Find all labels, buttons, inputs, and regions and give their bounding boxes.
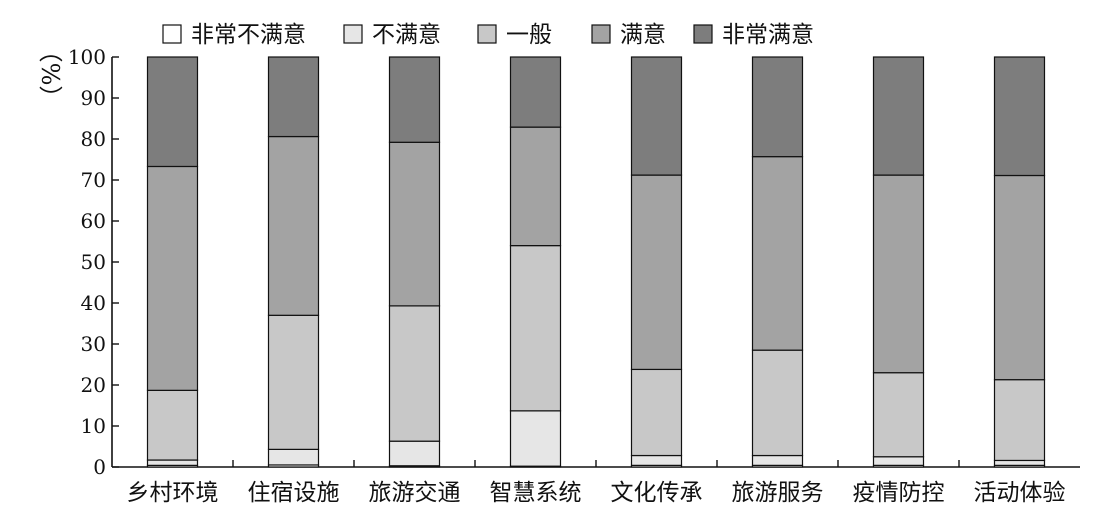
legend-label: 非常满意 <box>722 22 814 48</box>
legend-swatch <box>343 24 363 44</box>
x-axis-labels: 乡村环境 住宿设施 旅游交通 智慧系统 文化传承 旅游服务 疫情防控 活动体验 <box>127 480 1066 506</box>
bar-segment <box>509 126 562 247</box>
x-tick-label: 智慧系统 <box>490 480 582 506</box>
legend-label: 一般 <box>506 22 552 48</box>
bar-segment <box>751 454 804 466</box>
x-tick-label: 旅游交通 <box>369 480 461 506</box>
bar-segment <box>872 174 925 374</box>
legend-item: 满意 <box>591 22 666 48</box>
x-tick-label: 活动体验 <box>974 480 1066 506</box>
bar-segment <box>630 56 683 176</box>
bar-stack <box>146 56 199 468</box>
bar-segment <box>630 454 683 466</box>
bar-stack <box>751 56 804 468</box>
bar-segment <box>146 56 199 168</box>
legend-label: 非常不满意 <box>191 22 306 48</box>
bar-segment <box>388 141 441 307</box>
bar-segment <box>146 389 199 461</box>
y-tick-label: 50 <box>81 250 106 274</box>
bar-segment <box>267 314 320 450</box>
bar-stack <box>388 56 441 468</box>
y-tick-label: 10 <box>81 414 106 438</box>
x-tick-label: 乡村环境 <box>127 480 219 506</box>
bar-segment <box>751 156 804 351</box>
legend-item: 非常不满意 <box>162 22 306 48</box>
y-axis-label: （%） <box>36 39 64 110</box>
x-tick-label: 旅游服务 <box>732 480 824 506</box>
bar-segment <box>872 372 925 458</box>
bar-segment <box>993 379 1046 462</box>
y-tick-label: 20 <box>81 373 106 397</box>
y-tick-label: 90 <box>81 86 106 110</box>
bar-segment <box>267 56 320 138</box>
bar-segment <box>388 305 441 442</box>
legend-swatch <box>693 24 713 44</box>
bar-segment <box>872 456 925 466</box>
bars <box>146 56 1046 468</box>
legend-item: 不满意 <box>343 22 441 48</box>
axes: 0 10 20 30 40 50 60 70 80 90 100 <box>68 45 1080 479</box>
bar-segment <box>993 174 1046 381</box>
y-tick-label: 40 <box>81 291 106 315</box>
legend-item: 一般 <box>477 22 552 48</box>
bar-stack <box>509 56 562 468</box>
bar-segment <box>993 56 1046 177</box>
x-tick-label: 住宿设施 <box>248 480 340 506</box>
legend-swatch <box>591 24 611 44</box>
bar-segment <box>146 459 199 466</box>
bar-segment <box>509 245 562 412</box>
bar-segment <box>751 349 804 457</box>
bar-segment <box>993 459 1046 466</box>
bar-segment <box>146 165 199 391</box>
bar-stack <box>630 56 683 468</box>
y-tick-label: 80 <box>81 127 106 151</box>
bar-stack <box>872 56 925 468</box>
y-tick-label: 60 <box>81 209 106 233</box>
bar-segment <box>267 135 320 316</box>
legend: 非常不满意 不满意 一般 满意 非常满意 <box>162 22 814 48</box>
y-tick-label: 100 <box>68 45 106 69</box>
bar-segment <box>751 56 804 158</box>
y-tick-label: 30 <box>81 332 106 356</box>
legend-item: 非常满意 <box>693 22 814 48</box>
x-tick-label: 疫情防控 <box>853 480 945 506</box>
bar-stack <box>993 56 1046 468</box>
x-tick-label: 文化传承 <box>611 480 703 506</box>
y-tick-label: 0 <box>93 455 106 479</box>
bar-segment <box>267 448 320 466</box>
legend-swatch <box>477 24 497 44</box>
legend-swatch <box>162 24 182 44</box>
bar-segment <box>388 440 441 467</box>
legend-label: 不满意 <box>372 22 441 48</box>
bar-segment <box>509 56 562 128</box>
bar-segment <box>872 56 925 176</box>
legend-label: 满意 <box>620 22 666 48</box>
y-tick-label: 70 <box>81 168 106 192</box>
bar-segment <box>509 410 562 467</box>
bar-segment <box>630 368 683 457</box>
bar-segment <box>388 56 441 143</box>
bar-stack <box>267 56 320 468</box>
bar-segment <box>630 174 683 371</box>
